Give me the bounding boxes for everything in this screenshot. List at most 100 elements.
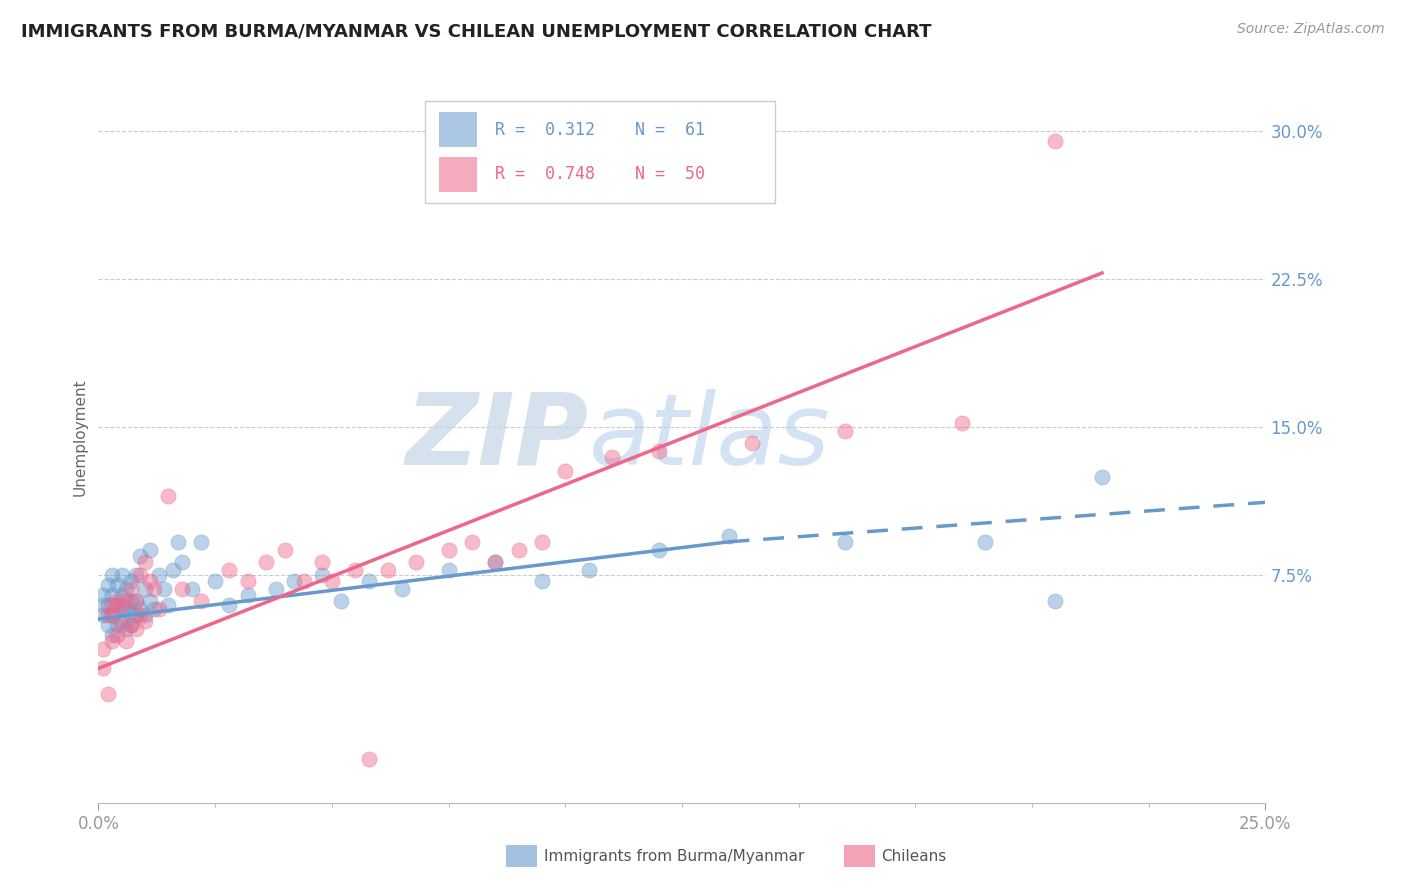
Text: Chileans: Chileans (882, 849, 946, 863)
Text: Immigrants from Burma/Myanmar: Immigrants from Burma/Myanmar (544, 849, 804, 863)
Point (101, 607, 124, 622)
Point (218, 562, 240, 576)
Point (120, 574, 142, 589)
Point (101, 568, 124, 582)
Text: ZIP: ZIP (405, 389, 589, 485)
Point (311, 568, 333, 582)
Point (111, 588, 134, 602)
Point (120, 607, 142, 622)
Point (152, 582, 174, 597)
Text: Source: ZipAtlas.com: Source: ZipAtlas.com (1237, 22, 1385, 37)
Point (120, 618, 142, 632)
Point (101, 607, 124, 622)
Point (97, 578, 120, 592)
Point (190, 594, 212, 608)
Point (111, 602, 134, 616)
Point (105, 598, 128, 612)
Point (115, 602, 138, 616)
Text: IMMIGRANTS FROM BURMA/MYANMAR VS CHILEAN UNEMPLOYMENT CORRELATION CHART: IMMIGRANTS FROM BURMA/MYANMAR VS CHILEAN… (21, 22, 932, 40)
Point (647, 444, 669, 458)
Point (204, 574, 226, 589)
Point (139, 574, 162, 589)
Point (91, 588, 114, 602)
Point (344, 562, 367, 576)
Point (115, 622, 138, 636)
Point (311, 555, 333, 569)
Point (91, 598, 114, 612)
Point (1091, 469, 1114, 483)
Y-axis label: Unemployment: Unemployment (72, 378, 87, 496)
Point (111, 618, 134, 632)
Point (97, 607, 120, 622)
Point (530, 574, 553, 589)
Point (105, 578, 128, 592)
Point (461, 534, 484, 549)
Point (97, 618, 120, 632)
Point (405, 555, 427, 569)
Point (172, 555, 194, 569)
Point (236, 574, 259, 589)
Point (134, 607, 156, 622)
Point (91, 661, 114, 675)
Point (91, 641, 114, 656)
Text: R =  0.748    N =  50: R = 0.748 N = 50 (495, 166, 706, 184)
Point (950, 416, 973, 430)
Point (484, 555, 506, 569)
Point (166, 534, 188, 549)
Point (125, 594, 148, 608)
Bar (439, 112, 477, 147)
Point (330, 594, 353, 608)
Point (134, 582, 156, 597)
Point (115, 594, 138, 608)
Point (143, 602, 166, 616)
Point (101, 598, 124, 612)
Point (172, 582, 194, 597)
Point (283, 574, 305, 589)
Point (134, 614, 156, 628)
Point (143, 582, 166, 597)
Point (554, 464, 576, 478)
Point (180, 582, 202, 597)
Point (578, 562, 600, 576)
Point (129, 549, 152, 563)
Point (111, 598, 134, 612)
Point (125, 594, 148, 608)
Point (741, 436, 763, 450)
Point (129, 602, 152, 616)
Point (101, 588, 124, 602)
Point (105, 628, 128, 642)
Point (115, 633, 138, 648)
Point (148, 568, 170, 582)
Point (91, 607, 114, 622)
Point (974, 534, 997, 549)
Point (115, 582, 138, 597)
Point (101, 633, 124, 648)
Point (1045, 134, 1067, 148)
Point (600, 450, 623, 464)
Point (218, 598, 240, 612)
Point (321, 574, 343, 589)
Point (105, 594, 128, 608)
Point (120, 594, 142, 608)
Point (105, 618, 128, 632)
Point (437, 542, 460, 557)
Point (274, 542, 297, 557)
Point (111, 614, 134, 628)
Point (292, 574, 315, 589)
Point (129, 607, 152, 622)
Point (139, 594, 162, 608)
Point (508, 542, 530, 557)
Point (111, 568, 134, 582)
Point (834, 424, 856, 438)
Point (391, 582, 413, 597)
Point (134, 555, 156, 569)
Point (647, 542, 669, 557)
Point (359, 574, 381, 589)
Point (97, 598, 120, 612)
Point (377, 562, 399, 576)
Point (264, 582, 287, 597)
Point (717, 529, 740, 543)
Point (190, 534, 212, 549)
Point (97, 687, 120, 701)
Point (256, 555, 278, 569)
